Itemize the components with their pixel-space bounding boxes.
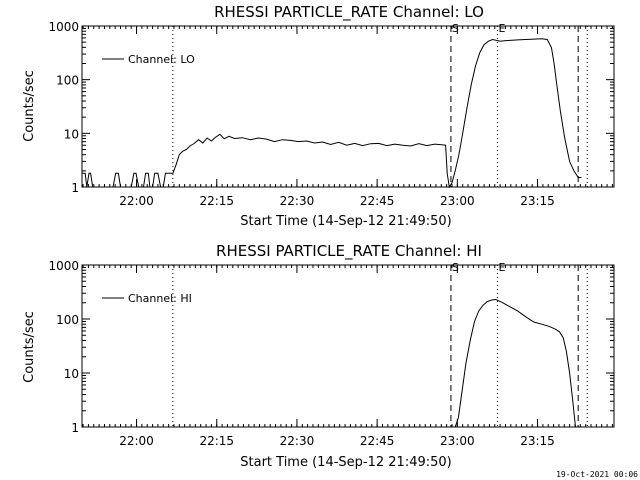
panel1-x-tick-label: 22:15 — [199, 194, 234, 208]
panel1-y-tick-label: 1 — [71, 181, 79, 195]
panel2-y-tick-label: 1000 — [48, 259, 79, 273]
panel1-x-tick-label: 22:30 — [280, 194, 315, 208]
panel-hi-title: RHESSI PARTICLE_RATE Channel: HI — [216, 242, 482, 261]
panel2-x-tick-label: 23:15 — [520, 434, 555, 448]
panel1-x-tick-label: 22:00 — [119, 194, 154, 208]
panel1-x-tick-label: 22:45 — [360, 194, 395, 208]
panel-hi: RHESSI PARTICLE_RATE Channel: HI Counts/… — [22, 242, 482, 470]
panel2-x-tick-label: 22:45 — [360, 434, 395, 448]
generation-timestamp: 19-Oct-2021 00:06 — [556, 470, 638, 479]
panel-lo-xlabel: Start Time (14-Sep-12 21:49:50) — [240, 214, 451, 229]
panel2-y-tick-label: 1 — [71, 421, 79, 435]
panel1-series-line — [82, 38, 582, 189]
panel1-marker-label: S — [452, 22, 459, 35]
panel1-legend-label: Channel: LO — [128, 53, 195, 66]
panel-lo: RHESSI PARTICLE_RATE Channel: LO Counts/… — [22, 3, 484, 229]
panel1-y-tick-label: 1000 — [48, 20, 79, 34]
panel2-x-tick-label: 22:00 — [119, 434, 154, 448]
panel2-legend-label: Channel: HI — [128, 292, 192, 305]
panel2-marker-label: S — [452, 261, 459, 274]
panel1-y-tick-label: 10 — [64, 127, 79, 141]
panel2-y-tick-label: 10 — [64, 367, 79, 381]
panel-hi-ylabel: Counts/sec — [22, 311, 37, 383]
panel1-axes-frame — [81, 25, 615, 188]
panel1-y-tick-label: 100 — [56, 74, 79, 88]
panel2-x-tick-label: 22:30 — [280, 434, 315, 448]
panel1-marker-label: E — [498, 22, 505, 35]
panel1-x-tick-label: 23:15 — [520, 194, 555, 208]
panel2-y-tick-label: 100 — [56, 313, 79, 327]
panel2-marker-label: E — [498, 261, 505, 274]
panel2-series-line — [454, 298, 576, 428]
panel2-plot: 1 10 100 1000 22:00 22:15 22:30 22:45 23:00 23:15… — [48, 259, 615, 448]
panel-lo-title: RHESSI PARTICLE_RATE Channel: LO — [214, 3, 484, 22]
panel1-x-tick-label: 23:00 — [440, 194, 475, 208]
panel2-axes-frame — [81, 264, 615, 428]
panel1-plot: 1 10 100 1000 22:00 22:15 22:30 22:45 23:00 23:15… — [48, 20, 615, 208]
panel2-x-tick-label: 23:00 — [440, 434, 475, 448]
panel-lo-ylabel: Counts/sec — [22, 70, 37, 142]
panel-hi-xlabel: Start Time (14-Sep-12 21:49:50) — [240, 455, 451, 470]
panel2-x-tick-label: 22:15 — [199, 434, 234, 448]
